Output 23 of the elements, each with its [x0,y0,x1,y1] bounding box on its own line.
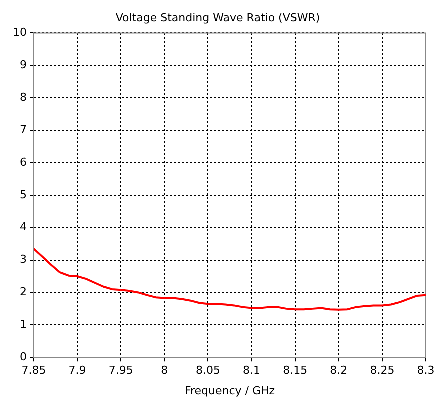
y-tick-label: 9 [20,58,27,72]
x-tick-label: 8.25 [370,364,395,378]
y-tick-label: 8 [20,90,27,104]
y-tick-label: 4 [20,220,27,234]
x-tick-label: 8.2 [330,364,348,378]
x-tick-label: 8.1 [243,364,261,378]
x-tick-label: 7.95 [108,364,134,378]
y-tick-label: 3 [20,253,27,266]
x-tick-label: 7.85 [22,364,46,378]
y-tick-label: 10 [12,26,27,40]
x-tick-label: 8 [161,364,168,378]
y-tick-label: 7 [20,123,27,136]
y-tick-label: 6 [20,156,27,169]
y-tick-label: 2 [20,286,27,299]
x-axis-title: Frequency / GHz [184,384,276,398]
x-tick-label: 8.15 [283,364,308,378]
x-tick-label: 8.05 [196,364,220,378]
y-tick-label: 0 [20,350,27,364]
x-tick-label: 8.3 [417,364,435,378]
chart-title: Voltage Standing Wave Ratio (VSWR) [116,11,320,24]
y-tick-label: 1 [20,318,27,332]
y-tick-label: 5 [20,188,27,202]
x-tick-label: 7.9 [68,364,86,378]
